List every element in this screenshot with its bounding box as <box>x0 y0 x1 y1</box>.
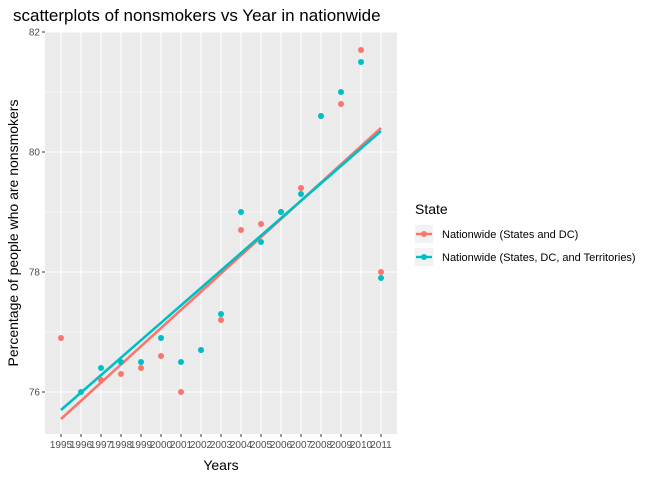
data-point <box>198 347 204 353</box>
x-tick-label: 2004 <box>230 440 253 451</box>
data-point <box>118 371 124 377</box>
data-point <box>258 221 264 227</box>
data-point <box>338 101 344 107</box>
data-point <box>378 269 384 275</box>
legend-label: Nationwide (States, DC, and Territories) <box>442 252 636 264</box>
data-point <box>138 365 144 371</box>
y-tick-label: 80 <box>29 148 41 159</box>
x-tick-label: 2010 <box>350 440 373 451</box>
data-point <box>278 209 284 215</box>
x-axis-title: Years <box>203 457 238 473</box>
x-tick-label: 2009 <box>330 440 353 451</box>
data-point <box>298 185 304 191</box>
x-tick-label: 1999 <box>130 440 153 451</box>
legend-key-point <box>421 231 427 237</box>
data-point <box>178 359 184 365</box>
legend-title: State <box>415 201 448 217</box>
data-point <box>98 377 104 383</box>
data-point <box>238 227 244 233</box>
data-point <box>98 365 104 371</box>
x-tick-label: 1995 <box>50 440 73 451</box>
x-tick-label: 2007 <box>290 440 313 451</box>
x-tick-label: 2003 <box>210 440 233 451</box>
data-point <box>358 47 364 53</box>
data-point <box>318 113 324 119</box>
data-point <box>78 389 84 395</box>
data-point <box>138 359 144 365</box>
chart-title: scatterplots of nonsmokers vs Year in na… <box>13 6 381 25</box>
x-tick-label: 2006 <box>270 440 293 451</box>
data-point <box>378 275 384 281</box>
regression-lines <box>60 127 382 420</box>
y-axis-title: Percentage of people who are nonsmokers <box>5 100 21 367</box>
x-tick-label: 2001 <box>170 440 193 451</box>
x-axis-ticks: 1995199619971998199920002001200220032004… <box>50 434 392 451</box>
data-point <box>158 353 164 359</box>
x-tick-label: 2008 <box>310 440 333 451</box>
regression-line <box>60 130 382 411</box>
data-point <box>218 317 224 323</box>
x-tick-label: 2005 <box>250 440 273 451</box>
x-tick-label: 1998 <box>110 440 133 451</box>
data-point <box>178 389 184 395</box>
x-tick-label: 1996 <box>70 440 93 451</box>
data-point <box>58 335 64 341</box>
data-point <box>158 335 164 341</box>
x-tick-label: 2011 <box>370 440 392 451</box>
data-point <box>298 191 304 197</box>
data-point <box>358 59 364 65</box>
major-gridlines <box>45 31 397 434</box>
y-axis-ticks: 76 78 80 82 <box>29 28 45 399</box>
data-point <box>258 239 264 245</box>
y-tick-label: 78 <box>29 268 41 279</box>
legend: State Nationwide (States and DC) Nationwi… <box>415 201 636 266</box>
x-tick-label: 2002 <box>190 440 213 451</box>
x-tick-label: 1997 <box>90 440 113 451</box>
legend-key-point <box>421 254 427 260</box>
data-point <box>218 311 224 317</box>
y-tick-label: 82 <box>29 28 41 39</box>
legend-label: Nationwide (States and DC) <box>442 229 578 241</box>
data-point <box>338 89 344 95</box>
data-point <box>118 359 124 365</box>
x-tick-label: 2000 <box>150 440 173 451</box>
data-points <box>58 47 384 395</box>
y-tick-label: 76 <box>29 388 41 399</box>
data-point <box>238 209 244 215</box>
